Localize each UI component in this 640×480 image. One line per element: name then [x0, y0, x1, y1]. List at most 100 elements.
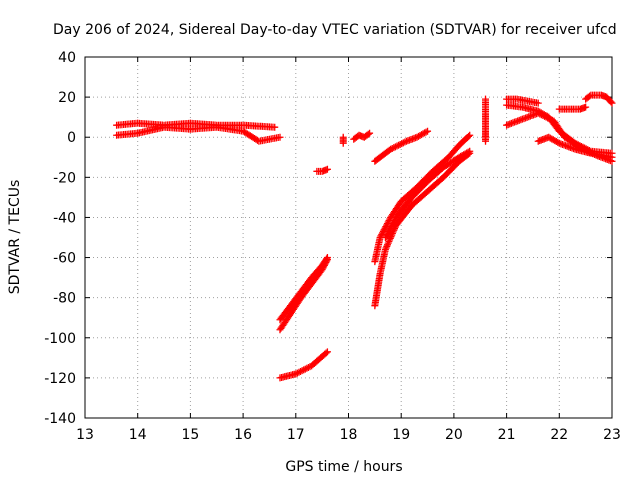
series-trace-18.5-19.5: [371, 127, 432, 165]
data-point: [387, 233, 395, 241]
data-point: [301, 365, 309, 373]
data-point: [401, 138, 409, 146]
y-tick-label: -100: [44, 331, 76, 347]
grid-lines: [85, 57, 612, 418]
data-point: [385, 226, 393, 234]
data-point: [544, 114, 552, 122]
data-point: [322, 349, 330, 357]
data-point: [386, 236, 394, 244]
series-points-17.9: [339, 133, 347, 147]
data-point: [386, 224, 394, 232]
data-point: [387, 145, 395, 153]
x-tick-label: 18: [340, 427, 358, 443]
data-point: [388, 144, 396, 152]
data-point: [388, 221, 396, 229]
y-tick-label: -140: [44, 411, 76, 427]
x-tick-label: 15: [181, 427, 199, 443]
data-point: [536, 110, 544, 118]
data-point: [303, 364, 311, 372]
data-point: [381, 246, 389, 254]
y-tick-label: -60: [53, 251, 76, 267]
data-point: [586, 92, 594, 100]
data-point: [383, 242, 391, 250]
series-trace-18.7-20.3-c: [381, 147, 474, 241]
data-point: [297, 367, 305, 375]
data-point: [547, 116, 555, 124]
data-point: [293, 369, 301, 377]
x-tick-label: 23: [603, 427, 621, 443]
data-point: [300, 366, 308, 374]
data-point: [539, 112, 547, 120]
chart-title: Day 206 of 2024, Sidereal Day-to-day VTE…: [53, 22, 617, 38]
data-point: [339, 133, 347, 141]
data-point: [323, 348, 331, 356]
data-point: [534, 99, 542, 107]
data-point: [391, 143, 399, 151]
data-point: [393, 142, 401, 150]
data-point: [464, 148, 472, 156]
series-trace-22.0-22.5: [555, 103, 590, 113]
data-point: [541, 112, 549, 120]
data-point: [554, 138, 562, 146]
x-tick-label: 13: [76, 427, 94, 443]
x-tick-label: 21: [498, 427, 516, 443]
series-trace-16.7-17.6-b: [276, 256, 331, 334]
y-axis-label: SDTVAR / TECUs: [7, 180, 23, 295]
data-point: [396, 140, 404, 148]
data-point: [384, 229, 392, 237]
series-trace-21.6-23.0: [534, 133, 616, 161]
data-point: [304, 363, 312, 371]
data-point: [385, 227, 393, 235]
data-point: [276, 133, 284, 141]
x-axis-label: GPS time / hours: [285, 459, 402, 475]
data-point: [271, 123, 279, 131]
data-point: [534, 109, 542, 117]
series-trace-21.0-21.6: [503, 95, 542, 107]
data-point: [608, 99, 616, 107]
data-point: [385, 238, 393, 246]
x-axis: 13 14 15 16 17 18 19 20 21 22 23: [76, 57, 621, 443]
series-trace-16.7-17.6-c: [276, 348, 331, 382]
data-point: [582, 103, 590, 111]
data-point: [395, 141, 403, 149]
data-point: [295, 368, 303, 376]
data-point: [482, 95, 490, 103]
data-point: [424, 127, 432, 135]
data-point: [607, 98, 615, 106]
data-point: [545, 115, 553, 123]
data-point: [364, 130, 372, 138]
series-trace-22.5-23.0: [582, 91, 616, 107]
data-point: [388, 231, 396, 239]
data-point: [398, 140, 406, 148]
x-tick-label: 22: [550, 427, 568, 443]
data-point: [298, 367, 306, 375]
series-band-13.6-16.7-lower: [113, 123, 284, 145]
x-tick-label: 20: [445, 427, 463, 443]
y-tick-label: 20: [58, 90, 76, 106]
y-tick-label: -80: [53, 291, 76, 307]
data-point: [422, 128, 430, 136]
data-point: [390, 144, 398, 152]
data-point: [466, 147, 474, 155]
data-point: [389, 220, 397, 228]
series-points-20.6: [482, 95, 490, 145]
series-trace-18.1-18.4: [350, 129, 374, 143]
data-point: [387, 223, 395, 231]
data-point: [542, 113, 550, 121]
data-point: [386, 234, 394, 242]
data-point: [382, 244, 390, 252]
x-tick-label: 17: [287, 427, 305, 443]
x-tick-label: 16: [234, 427, 252, 443]
data-point: [537, 111, 545, 119]
data-point: [383, 241, 391, 249]
data-point: [323, 257, 331, 265]
data-point: [399, 139, 407, 147]
data-point: [323, 165, 331, 173]
y-tick-label: 0: [67, 130, 76, 146]
data-point: [366, 129, 374, 137]
data-point: [323, 256, 331, 264]
series-trace-18.5-20.3-b: [371, 149, 474, 310]
data-point: [466, 131, 474, 139]
data-series: [113, 91, 616, 382]
